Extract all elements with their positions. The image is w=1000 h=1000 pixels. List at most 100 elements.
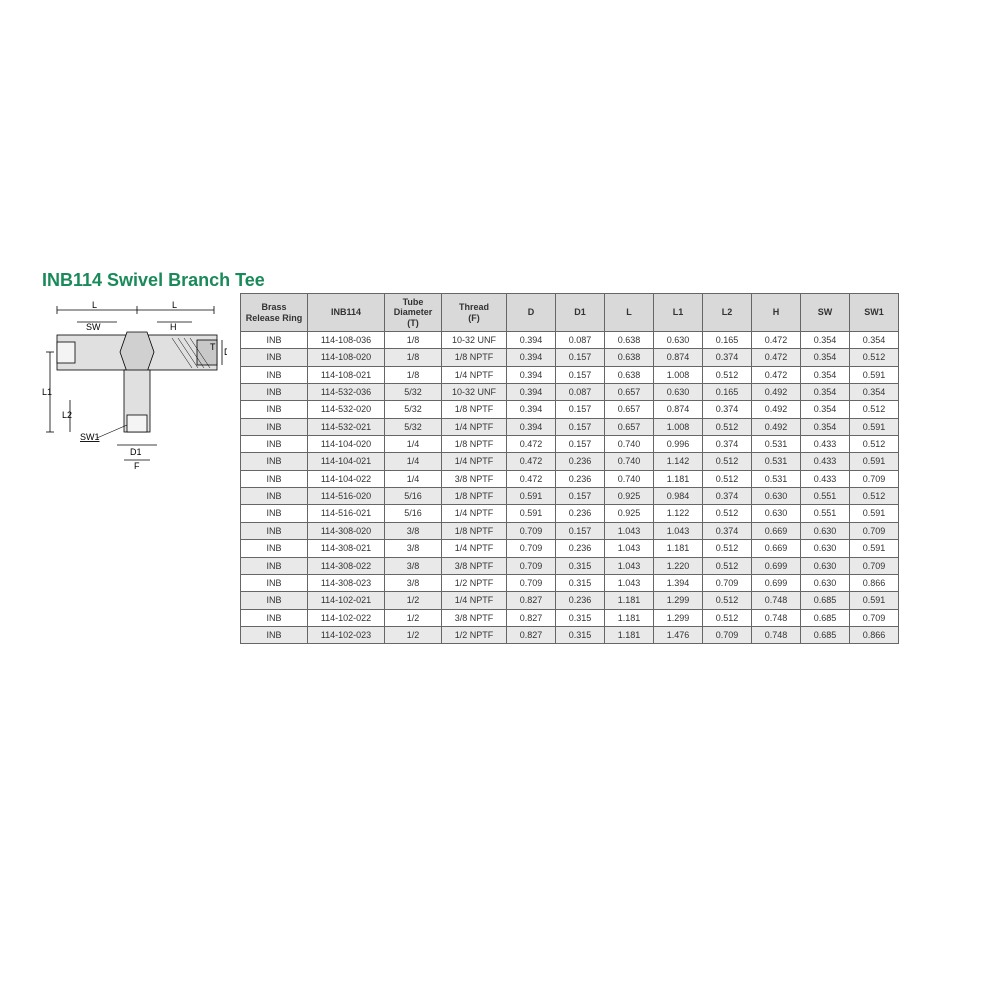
table-cell: 0.699 — [752, 574, 801, 591]
table-cell: 1.043 — [654, 522, 703, 539]
table-cell: 114-102-021 — [308, 592, 385, 609]
table-cell: 114-104-020 — [308, 436, 385, 453]
table-cell: 0.394 — [507, 366, 556, 383]
table-cell: 0.748 — [752, 626, 801, 643]
table-cell: 0.354 — [850, 384, 899, 401]
table-cell: 1/2 NPTF — [442, 574, 507, 591]
dim-label-T: T — [210, 342, 216, 352]
table-cell: 3/8 NPTF — [442, 470, 507, 487]
table-cell: 0.472 — [507, 436, 556, 453]
table-cell: 0.236 — [556, 505, 605, 522]
table-cell: 1.008 — [654, 366, 703, 383]
table-cell: 0.492 — [752, 418, 801, 435]
table-cell: 0.394 — [507, 401, 556, 418]
table-cell: 0.740 — [605, 436, 654, 453]
table-cell: 0.709 — [703, 574, 752, 591]
table-cell: 0.354 — [850, 332, 899, 349]
table-row: INB114-308-0223/83/8 NPTF0.7090.3151.043… — [241, 557, 899, 574]
table-cell: 0.512 — [703, 366, 752, 383]
table-cell: INB — [241, 384, 308, 401]
table-cell: 0.236 — [556, 470, 605, 487]
table-cell: 1/8 — [385, 332, 442, 349]
table-cell: 0.512 — [850, 401, 899, 418]
table-cell: 0.315 — [556, 557, 605, 574]
table-cell: 1.299 — [654, 609, 703, 626]
table-cell: 0.709 — [850, 470, 899, 487]
table-cell: 0.827 — [507, 609, 556, 626]
table-cell: 1.394 — [654, 574, 703, 591]
table-cell: 1.043 — [605, 574, 654, 591]
table-cell: 1.181 — [605, 609, 654, 626]
table-cell: 0.374 — [703, 488, 752, 505]
table-cell: 0.492 — [752, 384, 801, 401]
table-cell: 1/8 NPTF — [442, 401, 507, 418]
table-cell: 0.433 — [801, 470, 850, 487]
table-cell: 0.669 — [752, 522, 801, 539]
table-cell: 3/8 NPTF — [442, 609, 507, 626]
table-cell: 0.657 — [605, 384, 654, 401]
table-cell: 0.638 — [605, 332, 654, 349]
table-cell: 5/32 — [385, 401, 442, 418]
table-cell: 0.315 — [556, 609, 605, 626]
column-header-thread: Thread(F) — [442, 294, 507, 332]
table-cell: 3/8 NPTF — [442, 557, 507, 574]
dim-label-L2: L2 — [62, 410, 72, 420]
table-cell: 1/8 NPTF — [442, 436, 507, 453]
table-cell: 0.630 — [654, 384, 703, 401]
table-cell: 1.181 — [605, 592, 654, 609]
table-cell: 0.685 — [801, 592, 850, 609]
table-cell: 0.657 — [605, 418, 654, 435]
table-cell: 1/4 NPTF — [442, 505, 507, 522]
table-cell: 1/4 NPTF — [442, 540, 507, 557]
column-header-tube: TubeDiameter(T) — [385, 294, 442, 332]
table-row: INB114-532-0215/321/4 NPTF0.3940.1570.65… — [241, 418, 899, 435]
table-cell: 1/4 NPTF — [442, 592, 507, 609]
table-cell: 0.748 — [752, 592, 801, 609]
table-cell: 1.008 — [654, 418, 703, 435]
table-cell: 0.157 — [556, 401, 605, 418]
table-cell: 1/2 — [385, 592, 442, 609]
table-cell: 114-108-021 — [308, 366, 385, 383]
table-cell: INB — [241, 574, 308, 591]
technical-diagram: L L SW H T D L1 L2 SW1 D1 F — [42, 300, 227, 470]
table-cell: 0.512 — [703, 418, 752, 435]
dim-label-SW: SW — [86, 322, 101, 332]
table-cell: 0.315 — [556, 626, 605, 643]
product-title: INB114 Swivel Branch Tee — [42, 270, 265, 291]
table-row: INB114-532-0205/321/8 NPTF0.3940.1570.65… — [241, 401, 899, 418]
table-cell: 0.236 — [556, 540, 605, 557]
table-cell: 114-102-022 — [308, 609, 385, 626]
table-cell: 5/32 — [385, 418, 442, 435]
table-cell: INB — [241, 418, 308, 435]
table-cell: 1/2 — [385, 626, 442, 643]
table-cell: 114-108-036 — [308, 332, 385, 349]
table-cell: 0.157 — [556, 522, 605, 539]
table-row: INB114-516-0215/161/4 NPTF0.5910.2360.92… — [241, 505, 899, 522]
table-row: INB114-308-0233/81/2 NPTF0.7090.3151.043… — [241, 574, 899, 591]
table-cell: 0.638 — [605, 366, 654, 383]
table-cell: INB — [241, 453, 308, 470]
table-cell: 0.874 — [654, 401, 703, 418]
table-cell: 0.354 — [801, 418, 850, 435]
table-cell: 0.709 — [850, 522, 899, 539]
table-row: INB114-102-0211/21/4 NPTF0.8270.2361.181… — [241, 592, 899, 609]
spec-table-header: BrassRelease RingINB114TubeDiameter(T)Th… — [241, 294, 899, 332]
table-cell: 0.472 — [752, 366, 801, 383]
table-cell: 0.591 — [850, 418, 899, 435]
table-cell: 114-308-022 — [308, 557, 385, 574]
table-cell: 0.531 — [752, 453, 801, 470]
table-cell: 0.374 — [703, 401, 752, 418]
table-cell: 0.512 — [703, 470, 752, 487]
table-cell: INB — [241, 522, 308, 539]
table-cell: 0.685 — [801, 609, 850, 626]
table-cell: 0.630 — [752, 488, 801, 505]
table-cell: 0.512 — [703, 540, 752, 557]
table-cell: 0.157 — [556, 349, 605, 366]
table-cell: 0.591 — [850, 453, 899, 470]
column-header-H: H — [752, 294, 801, 332]
table-cell: 5/16 — [385, 488, 442, 505]
table-cell: 0.591 — [850, 505, 899, 522]
table-cell: 0.512 — [850, 488, 899, 505]
table-cell: 114-308-020 — [308, 522, 385, 539]
table-cell: 0.630 — [752, 505, 801, 522]
